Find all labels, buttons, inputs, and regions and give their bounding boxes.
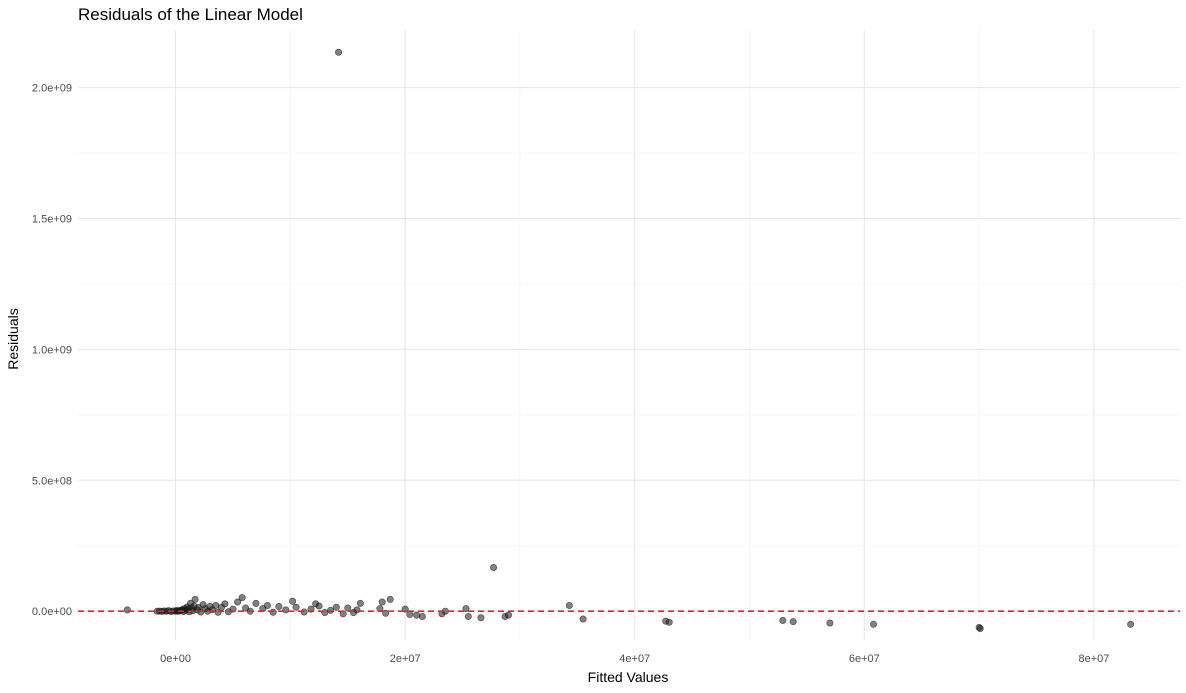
x-tick-label: 0e+00 bbox=[160, 653, 191, 665]
data-point bbox=[418, 612, 426, 620]
minor-grid bbox=[78, 30, 1180, 640]
data-point bbox=[275, 602, 283, 610]
data-point bbox=[349, 609, 357, 617]
data-point bbox=[870, 620, 878, 628]
x-tick-label: 2e+07 bbox=[390, 653, 421, 665]
chart-title: Residuals of the Linear Model bbox=[78, 5, 303, 24]
data-point bbox=[413, 611, 421, 619]
data-point bbox=[289, 597, 297, 605]
data-point bbox=[477, 614, 485, 622]
data-point bbox=[214, 608, 222, 616]
data-point bbox=[976, 624, 984, 632]
data-point bbox=[356, 599, 364, 607]
data-point bbox=[234, 598, 242, 606]
data-point bbox=[321, 609, 329, 617]
data-point bbox=[386, 595, 394, 603]
x-tick-label: 6e+07 bbox=[849, 653, 880, 665]
y-tick-label: 0.0e+00 bbox=[32, 606, 72, 618]
data-point bbox=[378, 598, 386, 606]
data-point bbox=[579, 615, 587, 623]
data-point bbox=[312, 600, 320, 608]
y-tick-label: 1.5e+09 bbox=[32, 213, 72, 225]
data-point bbox=[252, 599, 260, 607]
data-point bbox=[665, 618, 673, 626]
major-grid bbox=[78, 30, 1180, 640]
y-axis-title: Residuals bbox=[5, 308, 21, 369]
data-point bbox=[238, 594, 246, 602]
data-point bbox=[1127, 620, 1135, 628]
x-tick-labels: 0e+00 2e+07 4e+07 6e+07 8e+07 bbox=[160, 653, 1109, 665]
data-point bbox=[191, 595, 199, 603]
data-point bbox=[332, 603, 340, 611]
data-point bbox=[282, 606, 290, 614]
y-tick-label: 1.0e+09 bbox=[32, 344, 72, 356]
data-point bbox=[269, 608, 277, 616]
y-tick-labels: 0.0e+00 5.0e+08 1.0e+09 1.5e+09 2.0e+09 bbox=[32, 83, 72, 619]
data-point bbox=[292, 603, 300, 611]
y-tick-label: 5.0e+08 bbox=[32, 475, 72, 487]
data-point bbox=[826, 619, 834, 627]
data-point bbox=[123, 606, 131, 614]
points bbox=[123, 48, 1135, 632]
data-point bbox=[490, 563, 498, 571]
data-point bbox=[462, 605, 470, 613]
data-point bbox=[406, 610, 414, 618]
x-tick-label: 4e+07 bbox=[619, 653, 650, 665]
data-point bbox=[242, 604, 250, 612]
data-point bbox=[464, 612, 472, 620]
data-point bbox=[335, 48, 343, 56]
data-point bbox=[779, 616, 787, 624]
data-point bbox=[789, 618, 797, 626]
data-point bbox=[504, 611, 512, 619]
data-point bbox=[344, 604, 352, 612]
y-tick-label: 2.0e+09 bbox=[32, 83, 72, 95]
data-point bbox=[565, 601, 573, 609]
x-tick-label: 8e+07 bbox=[1078, 653, 1109, 665]
x-axis-title: Fitted Values bbox=[588, 669, 669, 685]
data-point bbox=[382, 609, 390, 617]
